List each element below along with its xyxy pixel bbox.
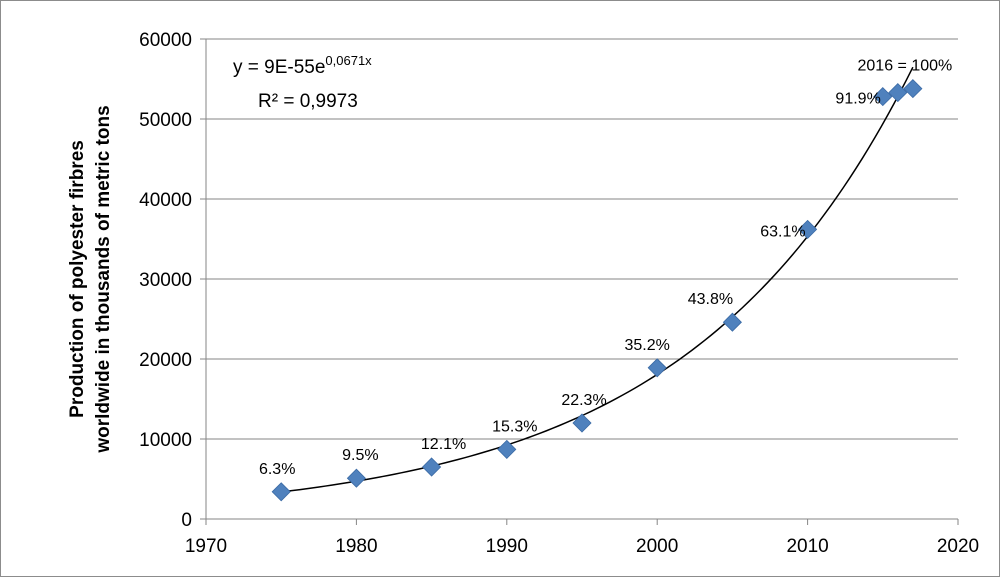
data-label: 22.3%: [561, 392, 606, 409]
y-axis-title-line-1: Production of polyester firbres: [67, 140, 88, 418]
y-tick-label: 20000: [139, 350, 192, 371]
y-tick-label: 60000: [139, 30, 192, 51]
data-label: 43.8%: [688, 291, 733, 308]
x-tick-label: 2020: [937, 536, 979, 557]
x-tick-label: 1970: [185, 536, 227, 557]
data-label: 91.9%: [835, 91, 880, 108]
data-label: 35.2%: [625, 337, 670, 354]
y-tick-label: 0: [181, 510, 192, 531]
data-point: [798, 219, 818, 239]
y-tick-label: 30000: [139, 270, 192, 291]
data-point: [271, 482, 291, 502]
trendline-equation: y = 9E-55e0,0671x: [233, 53, 372, 78]
data-label: 9.5%: [342, 447, 378, 464]
trendline-equation-base: y = 9E-55e: [233, 57, 325, 78]
data-point: [647, 358, 667, 378]
data-point: [722, 312, 742, 332]
data-label: 6.3%: [259, 461, 295, 478]
x-tick-label: 2010: [786, 536, 828, 557]
y-tick-label: 40000: [139, 190, 192, 211]
data-label: 15.3%: [492, 418, 537, 435]
exponential-trendline: [281, 66, 914, 493]
data-point: [422, 457, 442, 477]
trendline-r-squared: R² = 0,9973: [258, 91, 358, 112]
y-axis-title: Production of polyester firbres worldwide…: [67, 105, 114, 453]
data-label: 12.1%: [421, 436, 466, 453]
data-label: 2016 = 100%: [858, 58, 953, 75]
data-point: [497, 439, 517, 459]
x-tick-label: 2000: [636, 536, 678, 557]
data-point: [346, 468, 366, 488]
data-point: [888, 83, 908, 103]
y-axis-title-line-2: worldwide in thousands of metric tons: [93, 105, 114, 453]
data-point: [873, 87, 893, 107]
x-tick-label: 1990: [486, 536, 528, 557]
trendline-equation-exponent: 0,0671x: [325, 53, 372, 68]
y-tick-label: 10000: [139, 430, 192, 451]
data-point: [903, 79, 923, 99]
data-point: [572, 413, 592, 433]
x-tick-label: 1980: [335, 536, 377, 557]
data-label: 63.1%: [760, 223, 805, 240]
y-tick-label: 50000: [139, 110, 192, 131]
